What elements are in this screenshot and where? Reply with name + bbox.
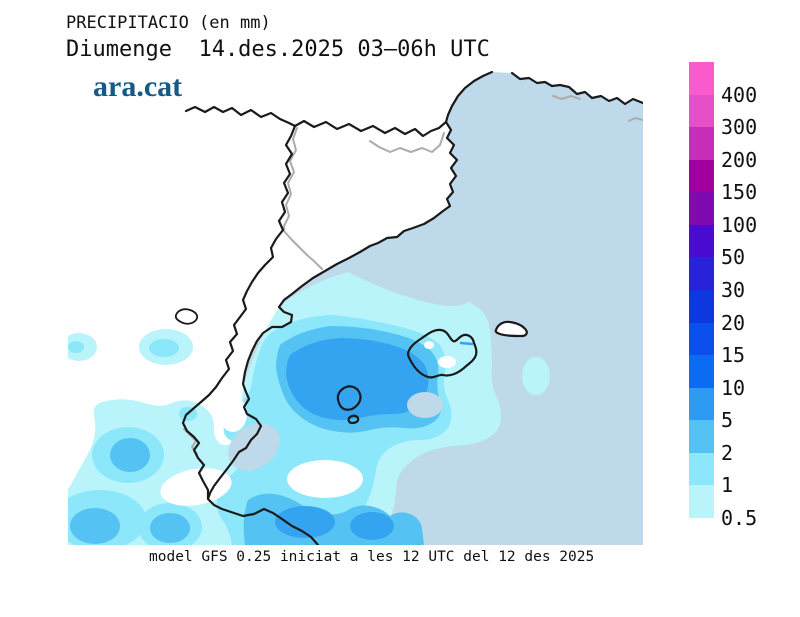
- legend-colorbar: [689, 62, 714, 518]
- legend-swatch: [689, 159, 714, 193]
- legend-swatch: [689, 94, 714, 128]
- legend-tick-label: 50: [721, 245, 746, 270]
- legend-tick-label: 10: [721, 375, 746, 400]
- precip-area-5mm: [350, 512, 394, 540]
- mallorca-dry-patch: [438, 356, 456, 368]
- legend-swatch: [689, 387, 714, 421]
- legend-swatch: [689, 289, 714, 323]
- reservoir-outline: [174, 308, 199, 325]
- precip-area-0p5mm: [522, 357, 550, 395]
- legend-tick-label: 1: [721, 473, 734, 498]
- legend-tick-label: 2: [721, 440, 734, 465]
- border-aragon: [181, 124, 297, 500]
- legend-swatch: [689, 192, 714, 225]
- precip-area-1mm: [68, 341, 84, 353]
- sea-pocket: [228, 423, 280, 471]
- admin-border: [369, 132, 445, 153]
- mallorca-precip-dash: [459, 341, 474, 346]
- map-valid-time: Diumenge 14.des.2025 03–06h UTC: [66, 37, 490, 62]
- island-mallorca: [406, 328, 478, 379]
- precip-area-5mm: [286, 338, 429, 420]
- legend-swatch: [689, 485, 714, 518]
- legend-tick-label: 15: [721, 343, 746, 368]
- map-title: PRECIPITACIO (en mm): [66, 13, 271, 33]
- legend-swatch: [689, 257, 714, 290]
- legend-labels: 400 300 200 150 100 50 30 20 15 10 5 2 1 0.5: [721, 62, 791, 529]
- legend-tick-label: 30: [721, 277, 746, 302]
- admin-border: [283, 127, 323, 270]
- precip-area-2mm: [70, 508, 120, 544]
- border-pyrenees: [184, 105, 448, 138]
- legend-swatch: [689, 62, 714, 95]
- legend-tick-label: 20: [721, 310, 746, 335]
- brand-logo[interactable]: ara.cat: [93, 70, 183, 103]
- mallorca-dry-patch: [424, 341, 434, 349]
- sea-pocket: [407, 392, 443, 418]
- island-menorca: [494, 320, 528, 338]
- island-formentera: [347, 414, 360, 425]
- legend-tick-label: 400: [721, 82, 758, 107]
- legend-swatch: [689, 322, 714, 356]
- island-ibiza: [336, 385, 362, 411]
- land-pocket: [219, 396, 247, 432]
- legend-swatch: [689, 127, 714, 160]
- legend-tick-label: 200: [721, 147, 758, 172]
- legend-swatch: [689, 452, 714, 486]
- legend-swatch: [689, 420, 714, 453]
- coastline-france: [510, 71, 643, 106]
- admin-border: [552, 95, 581, 100]
- legend-tick-label: 100: [721, 212, 758, 237]
- model-run-caption: model GFS 0.25 iniciat a les 12 UTC del …: [149, 549, 595, 565]
- admin-border: [628, 117, 643, 122]
- precip-area-2mm: [150, 513, 190, 543]
- legend-tick-label: 150: [721, 180, 758, 205]
- precip-area-5mm: [275, 506, 335, 538]
- precip-area-2mm: [110, 438, 150, 472]
- legend-tick-label: 300: [721, 115, 758, 140]
- legend-swatch: [689, 355, 714, 388]
- land-pocket: [287, 460, 363, 498]
- precip-area-1mm: [149, 339, 179, 357]
- precipitation-legend: 400 300 200 150 100 50 30 20 15 10 5 2 1 0.5: [689, 62, 799, 529]
- land-pocket: [160, 468, 232, 506]
- legend-swatch: [689, 224, 714, 258]
- legend-tick-label: 0.5: [721, 505, 758, 530]
- legend-tick-label: 5: [721, 408, 734, 433]
